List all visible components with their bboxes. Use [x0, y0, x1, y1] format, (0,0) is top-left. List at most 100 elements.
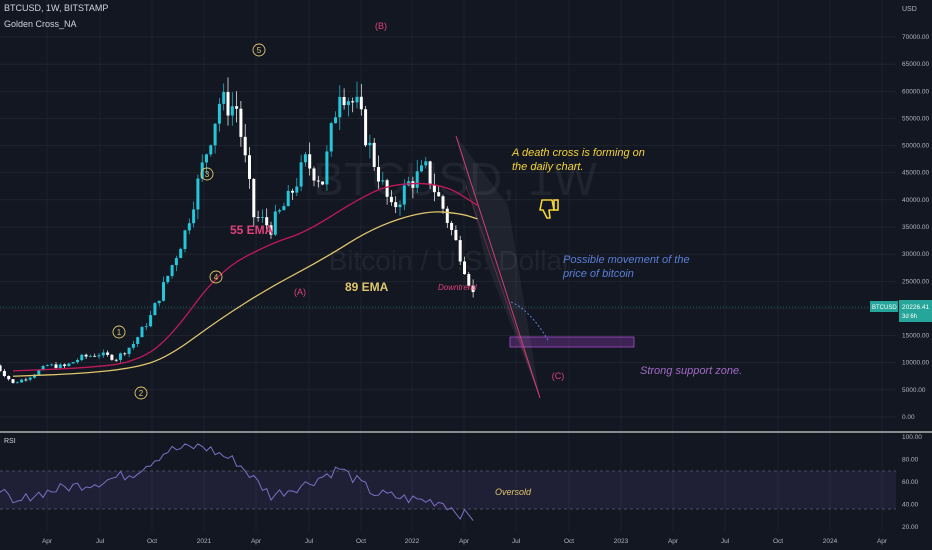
- candle-body-100[interactable]: [424, 161, 428, 166]
- candle-body-16[interactable]: [63, 364, 67, 367]
- candle-body-17[interactable]: [67, 363, 71, 367]
- candle-body-6[interactable]: [20, 379, 24, 383]
- candle-body-106[interactable]: [450, 222, 454, 230]
- candle-body-42[interactable]: [174, 258, 178, 266]
- candle-body-2[interactable]: [2, 370, 6, 377]
- candle-body-3[interactable]: [7, 376, 11, 380]
- candle-body-31[interactable]: [127, 347, 131, 354]
- candle-body-53[interactable]: [222, 92, 226, 104]
- candle-body-35[interactable]: [144, 326, 148, 328]
- candle-body-77[interactable]: [325, 151, 329, 185]
- candle-body-90[interactable]: [381, 180, 385, 182]
- candle-body-65[interactable]: [273, 211, 277, 235]
- indicator-title[interactable]: Golden Cross_NA: [4, 19, 77, 29]
- candle-body-84[interactable]: [355, 96, 359, 103]
- candle-body-46[interactable]: [192, 209, 196, 224]
- candle-body-51[interactable]: [213, 123, 217, 146]
- candle-body-22[interactable]: [88, 355, 92, 357]
- candle-body-72[interactable]: [303, 154, 307, 163]
- candle-body-41[interactable]: [170, 265, 174, 276]
- candle-body-18[interactable]: [71, 362, 75, 364]
- candle-body-69[interactable]: [291, 190, 294, 193]
- candle-body-101[interactable]: [428, 161, 432, 185]
- rsi-axis[interactable]: 20.00 40.00 60.00 80.00 100.00: [902, 434, 922, 531]
- candle-body-32[interactable]: [131, 344, 135, 348]
- candle-body-15[interactable]: [58, 364, 62, 368]
- candle-body-89[interactable]: [377, 166, 380, 182]
- candle-body-111[interactable]: [471, 285, 475, 293]
- candle-body-44[interactable]: [183, 230, 187, 249]
- candle-body-50[interactable]: [209, 145, 213, 155]
- candle-body-21[interactable]: [84, 354, 88, 357]
- candle-body-82[interactable]: [346, 101, 350, 106]
- candle-body-85[interactable]: [359, 96, 363, 110]
- candle-body-40[interactable]: [166, 275, 170, 283]
- candle-body-97[interactable]: [411, 181, 415, 188]
- candle-body-9[interactable]: [33, 374, 36, 378]
- candle-body-30[interactable]: [123, 353, 127, 355]
- candle-body-87[interactable]: [368, 142, 372, 146]
- candle-body-61[interactable]: [256, 217, 260, 219]
- candle-body-8[interactable]: [28, 377, 32, 380]
- candle-body-56[interactable]: [235, 106, 239, 109]
- candle-body-36[interactable]: [149, 315, 153, 327]
- candle-body-14[interactable]: [54, 364, 58, 368]
- candle-body-52[interactable]: [217, 103, 221, 124]
- candle-body-1[interactable]: [0, 365, 2, 371]
- candle-body-95[interactable]: [402, 185, 406, 205]
- candle-body-24[interactable]: [97, 355, 101, 357]
- ema55-line[interactable]: [12, 182, 478, 372]
- candle-body-45[interactable]: [187, 223, 191, 231]
- candle-body-86[interactable]: [364, 109, 368, 146]
- symbol-title[interactable]: BTCUSD, 1W, BITSTAMP: [4, 3, 109, 13]
- candle-body-63[interactable]: [265, 217, 269, 226]
- candle-body-108[interactable]: [458, 240, 462, 262]
- candle-body-73[interactable]: [308, 154, 312, 169]
- candle-body-91[interactable]: [385, 180, 389, 197]
- candle-body-109[interactable]: [463, 261, 466, 275]
- candle-body-76[interactable]: [321, 181, 325, 185]
- candle-body-47[interactable]: [196, 178, 200, 210]
- candle-body-49[interactable]: [205, 154, 208, 163]
- candle-body-43[interactable]: [179, 248, 183, 259]
- candle-body-12[interactable]: [45, 365, 49, 367]
- candle-body-29[interactable]: [119, 353, 122, 360]
- candle-body-59[interactable]: [248, 155, 251, 179]
- candle-body-92[interactable]: [389, 196, 393, 203]
- ema89-line[interactable]: [12, 211, 478, 377]
- candle-body-74[interactable]: [312, 168, 316, 181]
- candle-body-66[interactable]: [278, 210, 282, 212]
- candle-body-110[interactable]: [467, 274, 471, 286]
- candle-body-58[interactable]: [243, 136, 247, 156]
- candle-body-25[interactable]: [101, 352, 105, 356]
- candle-body-34[interactable]: [140, 327, 144, 338]
- candle-body-27[interactable]: [110, 354, 114, 360]
- candle-body-39[interactable]: [162, 282, 165, 301]
- rsi-line[interactable]: [0, 443, 474, 521]
- candle-body-94[interactable]: [398, 204, 402, 208]
- candle-body-80[interactable]: [338, 96, 342, 118]
- candle-body-7[interactable]: [24, 379, 28, 381]
- candle-body-37[interactable]: [153, 303, 157, 316]
- candle-body-13[interactable]: [50, 364, 54, 366]
- candle-body-55[interactable]: [230, 106, 234, 116]
- candle-body-28[interactable]: [114, 359, 118, 361]
- candle-body-102[interactable]: [432, 184, 436, 193]
- candle-body-57[interactable]: [239, 108, 243, 137]
- candle-body-103[interactable]: [437, 192, 441, 197]
- candle-body-68[interactable]: [286, 190, 290, 207]
- time-axis[interactable]: Apr Jul Oct 2021 Apr Jul Oct 2022 Apr Jul Oct 2023 A…: [42, 538, 888, 545]
- candle-body-20[interactable]: [80, 354, 84, 361]
- candle-body-19[interactable]: [76, 360, 79, 363]
- candle-body-23[interactable]: [93, 355, 97, 357]
- candle-body-104[interactable]: [441, 196, 445, 209]
- candle-body-11[interactable]: [41, 366, 45, 371]
- candle-body-107[interactable]: [454, 229, 458, 241]
- candle-body-54[interactable]: [226, 92, 230, 116]
- candle-body-64[interactable]: [269, 225, 273, 235]
- candle-body-67[interactable]: [282, 206, 286, 211]
- candle-body-83[interactable]: [351, 101, 355, 103]
- candle-body-98[interactable]: [415, 171, 419, 188]
- candle-body-26[interactable]: [106, 352, 110, 355]
